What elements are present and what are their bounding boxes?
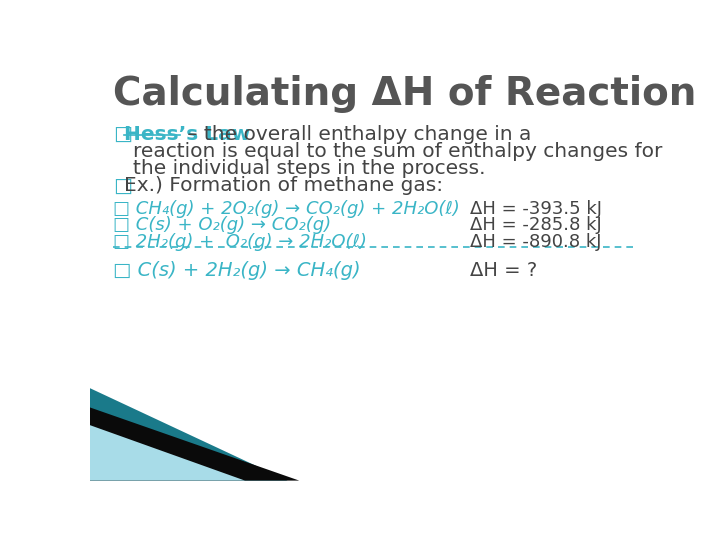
- Text: □: □: [113, 177, 132, 195]
- Text: ΔH = -890.8 kJ: ΔH = -890.8 kJ: [469, 233, 601, 252]
- Text: ΔH = -285.8 kJ: ΔH = -285.8 kJ: [469, 217, 601, 234]
- Polygon shape: [90, 425, 245, 481]
- Text: ΔH = -393.5 kJ: ΔH = -393.5 kJ: [469, 200, 602, 218]
- Text: □ CH₄(g) + 2O₂(g) → CO₂(g) + 2H₂O(ℓ): □ CH₄(g) + 2O₂(g) → CO₂(g) + 2H₂O(ℓ): [113, 200, 460, 218]
- Polygon shape: [90, 408, 300, 481]
- Text: Hess’s Law: Hess’s Law: [124, 125, 251, 144]
- Text: ΔH = ?: ΔH = ?: [469, 261, 537, 280]
- Polygon shape: [90, 388, 287, 481]
- Text: – the overall enthalpy change in a: – the overall enthalpy change in a: [181, 125, 532, 144]
- Text: □ C(s) + 2H₂(g) → CH₄(g): □ C(s) + 2H₂(g) → CH₄(g): [113, 261, 361, 280]
- Text: Ex.) Formation of methane gas:: Ex.) Formation of methane gas:: [124, 177, 444, 195]
- Text: □ C(s) + O₂(g) → CO₂(g): □ C(s) + O₂(g) → CO₂(g): [113, 217, 331, 234]
- Text: the individual steps in the process.: the individual steps in the process.: [132, 159, 485, 178]
- Text: □ 2H₂(g) +  O₂(g) → 2H₂O(ℓ): □ 2H₂(g) + O₂(g) → 2H₂O(ℓ): [113, 233, 367, 252]
- Text: Calculating ΔH of Reaction: Calculating ΔH of Reaction: [113, 75, 697, 113]
- Text: reaction is equal to the sum of enthalpy changes for: reaction is equal to the sum of enthalpy…: [132, 142, 662, 161]
- Text: □: □: [113, 125, 132, 144]
